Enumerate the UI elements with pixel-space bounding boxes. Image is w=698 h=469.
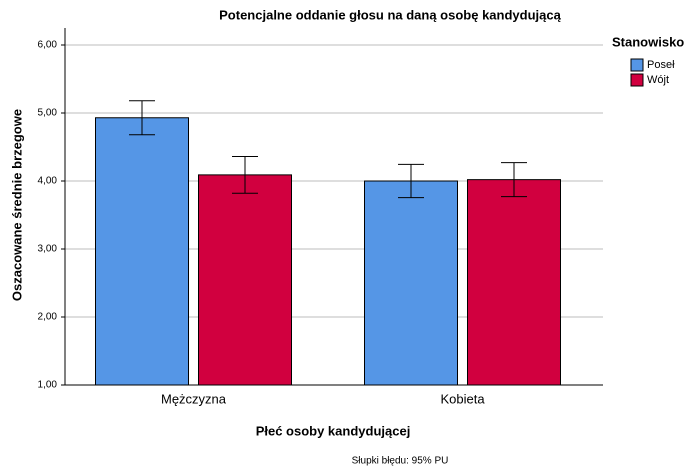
bar <box>95 117 189 386</box>
legend-swatch <box>630 58 644 72</box>
y-tick-label: 6,00 <box>38 40 58 51</box>
y-tick-label: 2,00 <box>38 312 58 323</box>
error-bar <box>232 156 258 194</box>
x-axis-label: Płeć osoby kandydującej <box>256 423 411 438</box>
chart-title: Potencjalne oddanie głosu na daną osobę … <box>219 7 561 22</box>
bar <box>364 180 458 386</box>
y-tick-label: 5,00 <box>38 108 58 119</box>
legend-label: Poseł <box>647 59 675 71</box>
legend-swatch <box>630 73 644 87</box>
x-tick-label: Mężczyzna <box>161 391 227 406</box>
legend-label: Wójt <box>647 74 669 86</box>
error-bar <box>501 162 527 198</box>
error-bar <box>398 163 424 199</box>
y-tick-label: 1,00 <box>38 380 58 391</box>
y-tick-label: 4,00 <box>38 176 58 187</box>
y-axis-label: Oszacowane średnie brzegowe <box>9 109 24 301</box>
legend-title: Stanowisko <box>612 34 684 49</box>
footnote: Słupki błędu: 95% PU <box>352 456 449 467</box>
x-tick-label: Kobieta <box>440 391 485 406</box>
error-bar <box>129 100 155 136</box>
y-tick-label: 3,00 <box>38 244 58 255</box>
bar <box>198 174 292 386</box>
bar <box>467 179 561 386</box>
